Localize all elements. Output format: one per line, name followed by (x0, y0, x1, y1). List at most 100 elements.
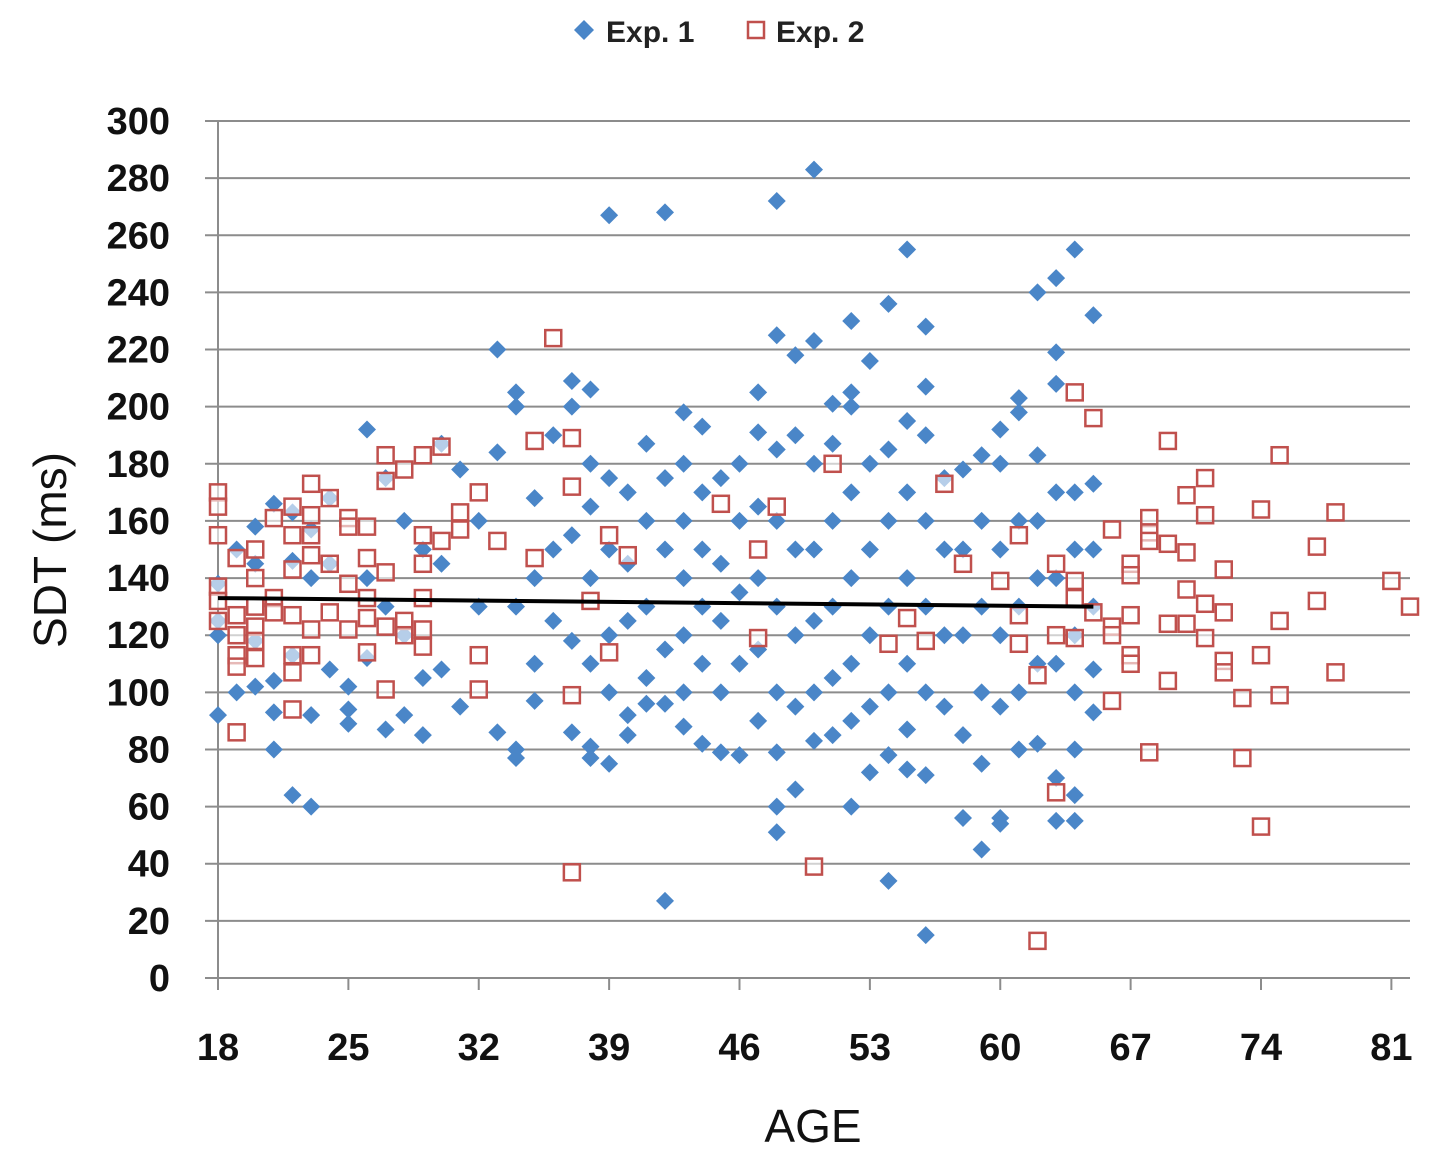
exp2-point (1270, 445, 1289, 465)
exp2-point (1028, 665, 1047, 685)
exp2-point (227, 625, 246, 645)
exp1-point (916, 377, 935, 396)
exp1-point (1065, 483, 1084, 502)
exp1-point (991, 540, 1010, 559)
y-tick-label-200: 200 (107, 387, 170, 429)
exp1-point (711, 683, 730, 702)
exp1-point (1084, 540, 1103, 559)
exp2-point (208, 497, 228, 516)
exp2-point (376, 680, 395, 699)
exp1-point (1047, 269, 1066, 288)
exp1-point (264, 740, 283, 759)
exp2-point (1140, 531, 1159, 551)
exp1-point (1065, 240, 1084, 259)
exp2-point (283, 605, 302, 625)
exp1-point (656, 694, 674, 713)
exp1-point (562, 371, 581, 390)
exp2-point (1326, 503, 1345, 522)
exp2-point (1065, 571, 1084, 591)
exp1-point (823, 597, 842, 616)
exp2-point (264, 603, 284, 622)
exp2-point (748, 540, 768, 559)
exp1-point (339, 700, 358, 719)
x-axis-ticks: 18 25 32 39 46 53 60 67 74 81 (197, 978, 1413, 1069)
exp2-point (1046, 783, 1066, 802)
exp1-point (581, 497, 600, 516)
y-tick-label-180: 180 (107, 444, 170, 486)
y-tick-label-20: 20 (128, 901, 170, 943)
exp2-point (1177, 580, 1196, 599)
exp1-point (767, 797, 786, 816)
exp1-point (525, 489, 544, 508)
exp2-point (1270, 611, 1289, 631)
exp1-point (916, 926, 935, 945)
exp1-point (525, 654, 544, 673)
exp1-point (339, 677, 358, 696)
exp1-point (618, 611, 637, 630)
y-tick-label-40: 40 (128, 844, 170, 886)
exp1-point (1065, 540, 1084, 559)
exp2-point (1400, 597, 1420, 616)
exp1-point (916, 317, 935, 336)
exp1-point (767, 326, 786, 345)
exp1-point (972, 840, 991, 859)
exp2-point (1046, 625, 1066, 645)
exp1-point (954, 809, 972, 828)
exp2-point (916, 631, 935, 651)
exp1-point (600, 683, 619, 702)
exp2-point (339, 574, 358, 594)
exp1-point (730, 746, 749, 765)
exp1-point (805, 160, 823, 179)
exp1-point (693, 483, 712, 502)
exp1-point (1047, 569, 1066, 588)
exp1-point (916, 511, 935, 530)
exp1-point (879, 746, 898, 765)
exp2-point (357, 608, 377, 628)
exp2-point (283, 525, 302, 545)
exp2-point (413, 554, 433, 574)
exp2-point (525, 431, 544, 451)
exp1-point (1028, 734, 1047, 753)
exp1-point (1047, 654, 1066, 673)
exp1-point (246, 677, 265, 696)
trendline-line (217, 596, 1094, 609)
exp1-point (767, 597, 786, 616)
exp1-point (860, 626, 879, 645)
exp2-point (450, 503, 470, 522)
exp1-point (879, 511, 898, 530)
exp1-point (749, 423, 768, 442)
exp1-point (898, 760, 917, 779)
exp1-point (730, 583, 749, 602)
exp2-point (1121, 654, 1140, 674)
exp1-point (1065, 786, 1084, 805)
y-tick-label-240: 240 (107, 272, 170, 314)
exp1-point (693, 654, 712, 673)
exp1-point (1047, 374, 1066, 393)
exp2-point (991, 571, 1010, 591)
exp1-point (842, 654, 861, 673)
exp1-point (767, 743, 786, 762)
x-tick-label-46: 46 (718, 1027, 760, 1069)
exp1-point (413, 540, 432, 559)
exp1-point (711, 743, 730, 762)
exp1-point (972, 446, 991, 465)
exp2-point (413, 637, 433, 656)
x-tick-label-67: 67 (1109, 1027, 1151, 1069)
exp2-point (376, 471, 395, 491)
exp1-point (693, 540, 712, 559)
exp1-point (1009, 683, 1028, 702)
exp1-point (1065, 683, 1084, 702)
exp2-point (1307, 591, 1327, 611)
exp2-point (227, 723, 246, 742)
exp1-point (860, 540, 879, 559)
exp1-point (600, 206, 619, 225)
x-tick-label-53: 53 (849, 1027, 891, 1069)
exp2-point (357, 643, 377, 662)
exp1-point (283, 786, 302, 805)
legend-marker-exp2 (746, 20, 766, 40)
exp1-point (1084, 474, 1103, 493)
exp1-point (842, 569, 861, 588)
exp2-point (283, 700, 302, 719)
